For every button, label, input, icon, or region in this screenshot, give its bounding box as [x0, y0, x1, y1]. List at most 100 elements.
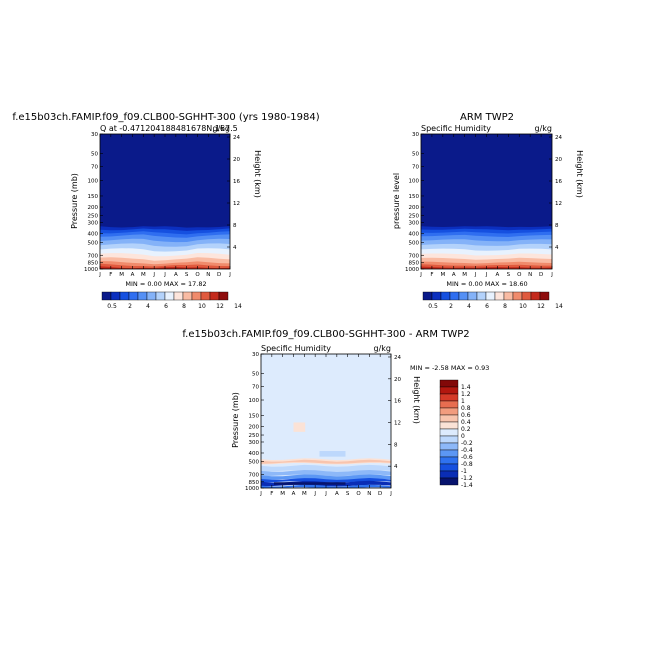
- colorbar-swatch: [512, 291, 523, 301]
- colorbar-label: 8: [503, 303, 507, 310]
- y-tick-label: 500: [409, 240, 420, 246]
- y-tick-label: 100: [249, 398, 260, 404]
- colorbar-swatch: [182, 291, 193, 301]
- colorbar-label: 0.8: [461, 405, 471, 412]
- colorbar-label: -1: [461, 468, 467, 475]
- colorbar-swatch: [439, 407, 459, 416]
- y-tick-label: 30: [91, 132, 98, 138]
- diff-band: [261, 464, 391, 472]
- y-tick-label: 1000: [245, 486, 259, 492]
- x-tick-label: J: [163, 272, 166, 278]
- y-tick-label: 500: [88, 240, 99, 246]
- y-tick-label: 300: [249, 440, 260, 446]
- colorbar-swatch: [439, 393, 459, 402]
- colorbar-label: 6: [164, 303, 168, 310]
- diff-patch: [319, 451, 346, 457]
- colorbar-label: 0.5: [107, 303, 117, 310]
- colorbar-label: 14: [234, 303, 242, 310]
- x-tick-label: J: [228, 272, 231, 278]
- x-tick-label: J: [98, 272, 101, 278]
- colorbar-swatch: [155, 291, 166, 301]
- colorbar-swatch: [521, 291, 532, 301]
- panel1-plot-area: J F M A M J J A S O N D J305070100150200250300400500…: [84, 132, 240, 278]
- x-tick-label: M: [462, 272, 467, 278]
- colorbar-label: 4: [146, 303, 150, 310]
- colorbar-label: 0.6: [461, 412, 471, 419]
- x-tick-label: M: [280, 491, 285, 497]
- colorbar-swatch: [137, 291, 148, 301]
- height-tick-label: 8: [233, 223, 237, 229]
- y-tick-label: 30: [252, 352, 259, 358]
- colorbar-swatch: [439, 379, 459, 388]
- y-tick-label: 300: [409, 221, 420, 227]
- colorbar-swatch: [439, 477, 459, 486]
- panel2-plot-area: J F M A M J J A S O N D J305070100150200250300400500…: [405, 132, 562, 278]
- x-tick-label: O: [356, 491, 361, 497]
- x-tick-label: A: [452, 272, 456, 278]
- y-tick-label: 1000: [84, 267, 98, 273]
- colorbar-swatch: [439, 428, 459, 437]
- colorbar-swatch: [503, 291, 514, 301]
- panel2-ylabel: pressure level: [392, 173, 401, 229]
- height-tick-label: 20: [555, 157, 562, 163]
- colorbar-label: 10: [198, 303, 206, 310]
- x-tick-label: J: [152, 272, 155, 278]
- diff-band: [261, 470, 391, 477]
- height-tick-label: 20: [233, 157, 240, 163]
- panel2-units-label: g/kg: [535, 124, 552, 133]
- colorbar-swatch: [440, 291, 451, 301]
- y-tick-label: 250: [88, 214, 99, 220]
- colorbar-swatch: [439, 456, 459, 465]
- panel-difference: f.e15b03ch.FAMIP.f09_f09.CLB00-SGHHT-300…: [182, 329, 489, 497]
- x-tick-label: J: [474, 272, 477, 278]
- diff-band: [261, 459, 391, 464]
- x-tick-label: M: [302, 491, 307, 497]
- y-tick-label: 700: [88, 253, 99, 259]
- colorbar-swatch: [200, 291, 211, 301]
- panel2-left-label: Specific Humidity: [421, 124, 491, 133]
- y-tick-label: 100: [409, 178, 420, 184]
- colorbar-swatch: [146, 291, 157, 301]
- panel1-colorbar: 0.5 2 4 6 8 10 12 14: [101, 291, 242, 310]
- height-tick-label: 16: [233, 179, 240, 185]
- y-tick-label: 400: [88, 232, 99, 238]
- colorbar-label: 0.5: [428, 303, 438, 310]
- colorbar-swatch: [439, 386, 459, 395]
- height-tick-label: 12: [394, 420, 401, 426]
- x-tick-label: O: [195, 272, 200, 278]
- colorbar-swatch: [439, 414, 459, 423]
- y-tick-label: 200: [409, 205, 420, 211]
- y-tick-label: 250: [249, 433, 260, 439]
- x-tick-label: F: [109, 272, 112, 278]
- x-tick-label: N: [206, 272, 210, 278]
- x-tick-label: M: [440, 272, 445, 278]
- colorbar-swatch: [539, 291, 550, 301]
- colorbar-swatch: [173, 291, 184, 301]
- panel2-stats: MIN = 0.00 MAX = 18.60: [446, 280, 527, 288]
- colorbar-label: -0.2: [461, 440, 473, 447]
- colorbar-swatch: [530, 291, 541, 301]
- colorbar-swatch: [458, 291, 469, 301]
- x-tick-label: S: [507, 272, 511, 278]
- y-tick-label: 200: [249, 424, 260, 430]
- x-tick-label: F: [430, 272, 433, 278]
- x-tick-label: J: [485, 272, 488, 278]
- panel3-stats: MIN = -2.58 MAX = 0.93: [410, 364, 489, 372]
- colorbar-label: 14: [555, 303, 563, 310]
- colorbar-label: 0: [461, 433, 465, 440]
- y-tick-label: 200: [88, 205, 99, 211]
- panel1-ylabel: Pressure (mb): [70, 173, 79, 229]
- colorbar-swatch: [191, 291, 202, 301]
- x-tick-label: M: [119, 272, 124, 278]
- colorbar-label: 2: [449, 303, 453, 310]
- x-tick-label: J: [389, 491, 392, 497]
- diff-core: [274, 482, 346, 485]
- x-tick-label: A: [174, 272, 178, 278]
- height-tick-label: 24: [555, 135, 562, 141]
- colorbar-label: 1: [461, 398, 465, 405]
- colorbar-swatch: [209, 291, 220, 301]
- y-tick-label: 100: [88, 178, 99, 184]
- x-tick-label: A: [131, 272, 135, 278]
- panel3-title: f.e15b03ch.FAMIP.f09_f09.CLB00-SGHHT-300…: [182, 329, 469, 340]
- x-tick-label: A: [496, 272, 500, 278]
